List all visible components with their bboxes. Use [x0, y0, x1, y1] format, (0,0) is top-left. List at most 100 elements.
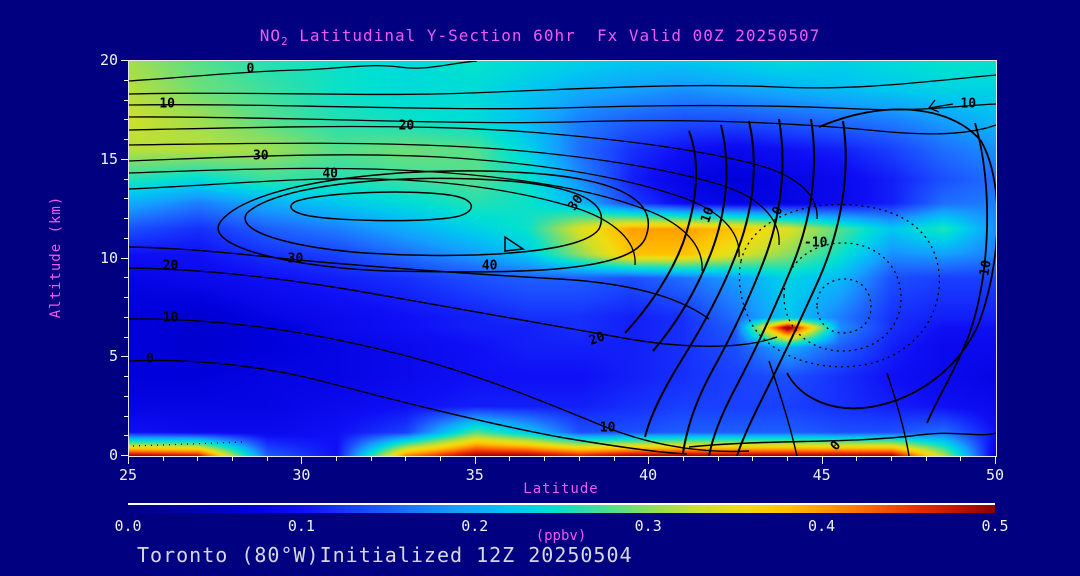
- x-minor-tick: [266, 457, 268, 461]
- x-minor-tick: [752, 457, 754, 461]
- y-minor-tick: [124, 395, 128, 397]
- y-minor-tick: [124, 99, 128, 101]
- x-minor-tick: [960, 457, 962, 461]
- x-minor-tick: [717, 457, 719, 461]
- contour-label: -10: [803, 235, 828, 251]
- x-minor-tick: [440, 457, 442, 461]
- contour-right-loop: [786, 108, 996, 424]
- contour-upper-family: [129, 61, 996, 272]
- colorbar-gradient: [128, 505, 995, 513]
- x-major-tick: [474, 457, 476, 464]
- x-major-tick: [648, 457, 650, 464]
- contour-label: 10: [960, 96, 977, 112]
- y-major-tick: [121, 455, 128, 456]
- x-major-tick: [995, 457, 996, 464]
- x-minor-tick: [232, 457, 234, 461]
- y-tick-label: 20: [99, 51, 118, 69]
- y-minor-tick: [124, 237, 128, 239]
- contour-label: 0: [828, 438, 845, 454]
- y-minor-tick: [124, 198, 128, 200]
- y-minor-tick: [124, 336, 128, 338]
- y-axis-label: Altitude (km): [48, 195, 64, 319]
- contour-label: 30: [252, 148, 269, 164]
- y-major-tick: [121, 158, 128, 160]
- y-minor-tick: [124, 139, 128, 140]
- x-minor-tick: [370, 457, 372, 461]
- x-major-tick: [301, 457, 303, 464]
- chart-title: NO2 Latitudinal Y-Section 60hr Fx Valid …: [0, 26, 1080, 48]
- x-minor-tick: [544, 457, 546, 461]
- y-minor-tick: [124, 218, 128, 219]
- y-minor-tick: [124, 119, 128, 121]
- contour-label: 10: [159, 96, 175, 112]
- plot-area: 0 10 20 30 40 30 40 30 20 10 0 20 10 10 0 -10 10 0 10: [128, 60, 997, 457]
- colorbar-tick-label: 0.4: [808, 517, 836, 535]
- x-minor-tick: [682, 457, 684, 461]
- y-major-tick: [121, 60, 128, 61]
- x-minor-tick: [786, 457, 788, 461]
- contour-label: 10: [976, 259, 995, 278]
- contour-negative-dotted: [132, 203, 940, 447]
- contour-label: 30: [287, 251, 304, 266]
- x-major-tick: [128, 457, 129, 464]
- contour-label: 0: [246, 61, 255, 77]
- y-minor-tick: [124, 178, 128, 180]
- y-minor-tick: [124, 297, 128, 298]
- contour-label: 0: [145, 351, 154, 367]
- colorbar-tick-label: 0.3: [634, 517, 662, 535]
- x-minor-tick: [509, 457, 511, 461]
- x-tick-label: 45: [812, 466, 831, 484]
- y-tick-label: 10: [99, 248, 118, 267]
- contour-bottom-right: [688, 360, 996, 456]
- run-info-text: Toronto (80°W)Initialized 12Z 20250504: [137, 543, 633, 567]
- contour-label: 10: [162, 310, 179, 326]
- contour-label: 20: [587, 329, 608, 350]
- contour-label: 40: [322, 166, 338, 182]
- y-minor-tick: [124, 79, 128, 81]
- chart-title-species: NO: [259, 26, 281, 45]
- x-minor-tick: [856, 457, 858, 461]
- colorbar: [128, 503, 995, 515]
- y-major-tick: [121, 257, 128, 259]
- x-minor-tick: [578, 457, 580, 461]
- x-minor-tick: [162, 457, 164, 461]
- contour-label: 20: [162, 258, 179, 274]
- contour-label-layer: 0 10 20 30 40 30 40 30 20 10 0 20 10 10 0 -10 10 0 10: [129, 61, 996, 456]
- contour-label: 30: [565, 192, 587, 214]
- contour-label: 10: [599, 420, 616, 436]
- x-minor-tick: [890, 457, 892, 461]
- contour-closed-high: [217, 170, 650, 273]
- y-minor-tick: [124, 277, 128, 279]
- chart-title-text: Latitudinal Y-Section 60hr Fx Valid 00Z …: [288, 26, 821, 45]
- contour-label: 20: [398, 118, 415, 134]
- x-minor-tick: [197, 457, 199, 461]
- contour-label: 0: [769, 204, 786, 218]
- contour-label: 40: [481, 258, 498, 274]
- x-minor-tick: [405, 457, 407, 461]
- y-minor-tick: [124, 415, 128, 417]
- x-tick-label: 25: [118, 466, 138, 484]
- y-minor-tick: [124, 435, 128, 437]
- colorbar-tick-label: 0.5: [981, 517, 1009, 535]
- x-major-tick: [821, 457, 823, 464]
- contour-lines-overlay: [129, 61, 996, 456]
- y-minor-tick: [124, 376, 128, 377]
- colorbar-tick-label: 0.0: [114, 517, 142, 535]
- x-tick-label: 35: [465, 466, 484, 484]
- y-major-tick: [121, 356, 128, 358]
- x-axis-label: Latitude: [523, 481, 599, 497]
- x-tick-label: 30: [292, 466, 311, 484]
- contour-front-cluster: [624, 118, 847, 456]
- chart-title-subscript: 2: [281, 35, 289, 49]
- x-tick-label: 50: [985, 466, 1005, 484]
- x-minor-tick: [613, 457, 615, 461]
- y-tick-label: 0: [108, 446, 118, 464]
- colorbar-units-label: (ppbv): [535, 528, 587, 544]
- y-tick-label: 5: [108, 347, 118, 366]
- y-tick-label: 15: [99, 149, 118, 168]
- x-tick-label: 40: [639, 466, 658, 484]
- x-minor-tick: [925, 457, 927, 461]
- y-minor-tick: [124, 316, 128, 318]
- x-minor-tick: [336, 457, 338, 461]
